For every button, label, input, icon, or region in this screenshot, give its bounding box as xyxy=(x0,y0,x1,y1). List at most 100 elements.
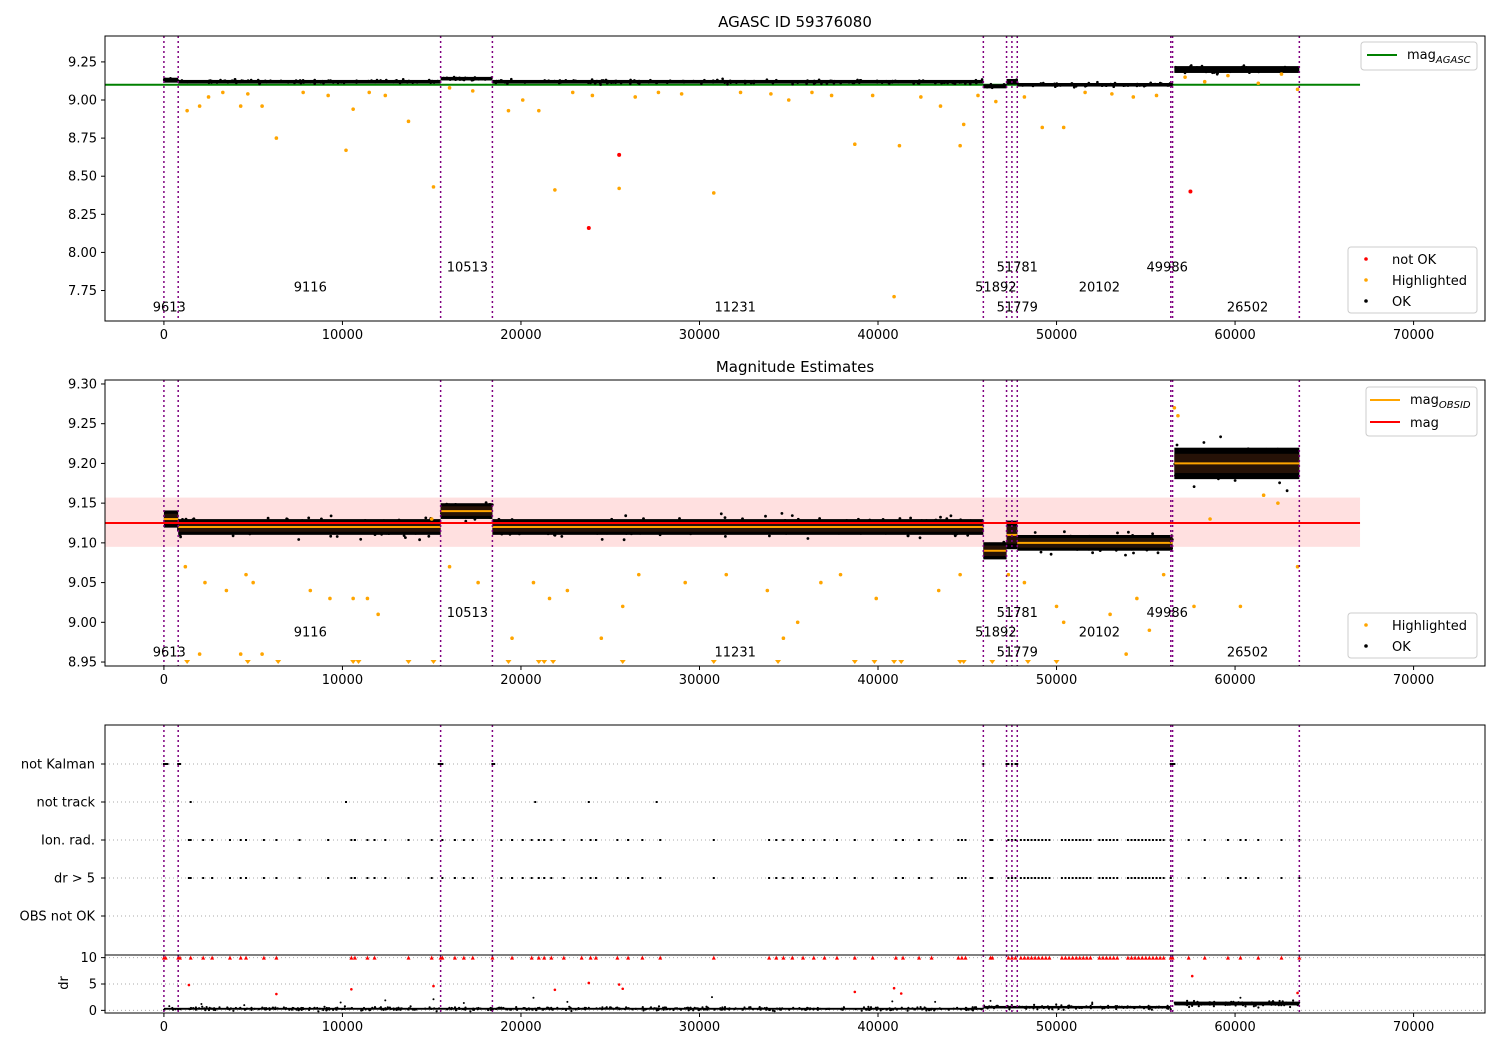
flags-marker xyxy=(366,877,369,879)
flags-marker xyxy=(964,839,967,841)
agasc-ok-point xyxy=(952,80,955,84)
dr-clipped-marker xyxy=(1025,955,1030,960)
flags-marker xyxy=(589,839,592,841)
agasc-ok-point xyxy=(875,80,879,83)
flags-marker xyxy=(1159,839,1162,841)
estimates-y-tick-label: 9.30 xyxy=(68,377,97,392)
agasc-highlighted-point xyxy=(553,188,557,192)
flags-marker xyxy=(187,839,190,841)
agasc-ok-point xyxy=(521,80,524,83)
flags-marker xyxy=(1141,839,1144,841)
flags-marker xyxy=(1071,839,1074,841)
agasc-ok-point xyxy=(1239,69,1242,72)
estimates-ok-point xyxy=(1219,435,1222,439)
agasc-ok-point xyxy=(1053,82,1056,86)
agasc-ok-point xyxy=(839,81,842,85)
agasc-ok-point xyxy=(573,79,576,83)
agasc-y-tick-label: 9.25 xyxy=(68,55,97,70)
estimates-ok-point xyxy=(329,534,333,538)
estimates-highlighted-point xyxy=(1147,628,1152,633)
dr-ok-point xyxy=(1244,1005,1247,1008)
agasc-ok-point xyxy=(1195,66,1199,69)
agasc-ok-point xyxy=(301,79,305,82)
estimates-highlighted-point xyxy=(765,588,770,593)
dr-clipped-marker xyxy=(372,955,377,960)
flags-marker xyxy=(802,877,805,879)
agasc-ok-point xyxy=(254,80,257,83)
estimates-clipped-marker xyxy=(350,660,357,664)
dr-y-tick-label: 0 xyxy=(89,1004,97,1019)
flags-marker xyxy=(1144,839,1147,841)
agasc-highlighted-point xyxy=(958,143,962,148)
estimates-ok-point xyxy=(1156,551,1160,555)
agasc-ok-point xyxy=(721,77,724,81)
dr-not-ok-point xyxy=(587,981,591,985)
agasc-ok-band xyxy=(1017,82,1171,87)
agasc-ok-point xyxy=(268,80,271,84)
flags-marker xyxy=(211,839,214,841)
dr-clipped-marker xyxy=(274,955,279,960)
estimates-clipped-marker xyxy=(619,660,626,664)
dr-not-ok-point xyxy=(275,992,278,996)
flags-marker xyxy=(462,839,465,841)
estimates-highlighted-point xyxy=(1054,604,1059,609)
agasc-ok-point xyxy=(1174,65,1177,69)
estimates-ok-point xyxy=(1151,532,1154,536)
flags-marker xyxy=(202,839,205,841)
agasc-ok-point xyxy=(953,82,957,85)
estimates-highlighted-point xyxy=(936,588,941,593)
agasc-ok-point xyxy=(1257,70,1260,74)
agasc-ok-point xyxy=(1070,82,1074,85)
agasc-ok-point xyxy=(529,80,533,83)
flags-marker xyxy=(275,877,278,879)
flags-marker xyxy=(353,839,356,841)
agasc-ok-point xyxy=(523,81,527,84)
flags-marker xyxy=(1010,763,1013,765)
flags-marker xyxy=(1130,877,1133,879)
dr-clipped-marker xyxy=(1140,955,1145,960)
dr-clipped-marker xyxy=(210,955,215,960)
flags-marker xyxy=(1019,877,1022,879)
flags-marker xyxy=(530,839,533,841)
flags-marker xyxy=(1030,839,1033,841)
dr-clipped-marker xyxy=(1100,955,1105,960)
estimates-ok-point xyxy=(1192,485,1196,488)
estimates-highlighted-point xyxy=(251,580,255,585)
dr-not-ok-point xyxy=(853,990,857,994)
estimates-highlighted-point xyxy=(1192,604,1196,609)
agasc-ok-point xyxy=(641,80,645,84)
flags-marker xyxy=(1141,877,1144,879)
dr-clipped-marker xyxy=(1161,955,1166,960)
flags-marker xyxy=(627,839,630,841)
agasc-highlighted-point xyxy=(1022,95,1027,99)
dr-not-ok-point xyxy=(899,992,903,995)
flags-marker xyxy=(1187,877,1190,879)
flags-marker xyxy=(1155,839,1158,841)
estimates-ok-point xyxy=(600,538,604,541)
agasc-ok-point xyxy=(464,76,467,80)
flags-marker xyxy=(782,839,785,841)
estimates-panel-title: Magnitude Estimates xyxy=(716,358,874,376)
dr-ok-point xyxy=(1197,1005,1200,1008)
flags-marker xyxy=(537,839,540,841)
flags-marker xyxy=(471,839,474,841)
agasc-ok-point xyxy=(1043,83,1046,87)
agasc-ok-band xyxy=(983,84,1007,89)
flags-marker xyxy=(189,801,192,803)
agasc-ok-point xyxy=(495,79,498,83)
agasc-highlighted-point xyxy=(961,122,966,127)
flags-marker xyxy=(350,839,353,841)
dr-y-tick-label: 5 xyxy=(89,978,97,993)
agasc-highlighted-point xyxy=(897,143,902,148)
dr-outlier-point xyxy=(891,1000,894,1003)
flags-marker xyxy=(1101,839,1104,841)
flags-marker xyxy=(989,877,992,879)
flags-marker xyxy=(594,877,597,879)
agasc-ok-point xyxy=(972,80,976,83)
dr-clipped-marker xyxy=(1074,955,1079,960)
agasc-ok-point xyxy=(1166,84,1169,87)
agasc-obsid-label: 11231 xyxy=(715,300,756,315)
flags-marker xyxy=(1239,839,1242,841)
agasc-highlighted-point xyxy=(829,93,834,98)
estimates-clipped-marker xyxy=(244,660,251,664)
